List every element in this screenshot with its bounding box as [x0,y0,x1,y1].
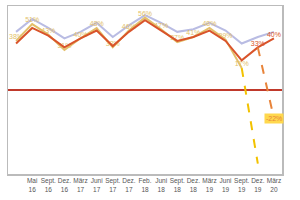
svg-text:48%: 48% [202,20,216,27]
svg-text:40%: 40% [267,31,281,38]
svg-text:Dez.16: Dez.16 [58,177,72,192]
svg-text:47%: 47% [154,22,168,29]
svg-text:41%: 41% [186,29,200,36]
svg-text:56%: 56% [138,10,152,17]
svg-text:-22%: -22% [266,115,282,122]
svg-text:März17: März17 [73,177,87,192]
svg-text:Sept.17: Sept.17 [105,177,120,192]
svg-text:31%: 31% [57,42,71,49]
svg-text:51%: 51% [25,16,39,23]
svg-text:33%: 33% [251,40,265,47]
svg-text:März19: März19 [202,177,216,192]
svg-text:39%: 39% [219,32,233,39]
svg-text:März20: März20 [267,177,281,192]
svg-text:Dez.18: Dez.18 [187,177,201,192]
svg-text:33%: 33% [106,40,120,47]
svg-text:48%: 48% [90,20,104,27]
svg-text:38%: 38% [9,33,23,40]
svg-text:Sept.16: Sept.16 [41,177,56,192]
svg-text:Mai16: Mai16 [27,177,37,192]
svg-text:37%: 37% [170,34,184,41]
svg-text:17%: 17% [235,60,249,67]
svg-text:43%: 43% [41,27,55,34]
svg-text:Juni17: Juni17 [91,177,103,192]
svg-text:Juni18: Juni18 [155,177,167,192]
svg-text:40%: 40% [74,31,88,38]
svg-text:Feb.18: Feb.18 [138,177,151,192]
svg-text:46%: 46% [122,23,136,30]
svg-text:Sept.19: Sept.19 [234,177,249,192]
svg-text:Sept.18: Sept.18 [170,177,185,192]
svg-text:Juni19: Juni19 [220,177,232,192]
svg-text:Dez.19: Dez.19 [251,177,265,192]
svg-text:Dez.17: Dez.17 [122,177,136,192]
